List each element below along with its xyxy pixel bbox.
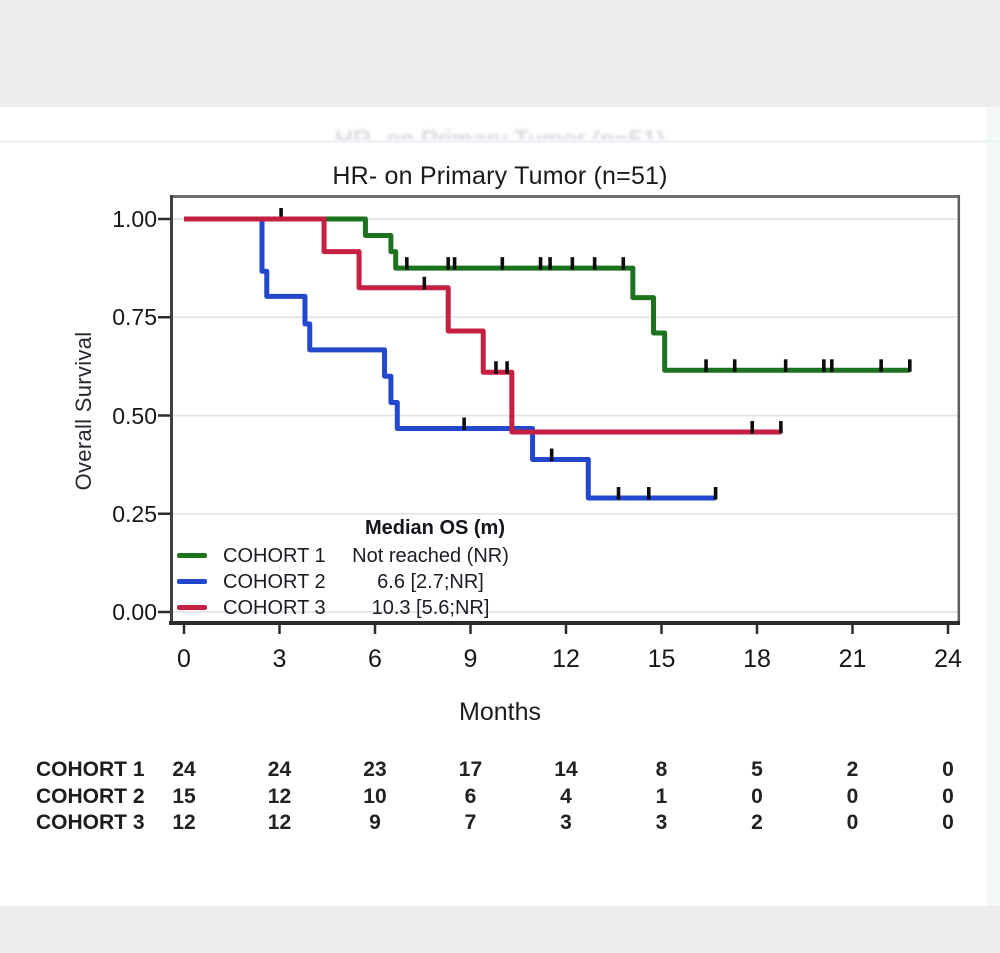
risk-count: 2 [846, 758, 859, 781]
legend-swatch [177, 553, 207, 558]
right-edge-strip [987, 107, 1000, 906]
x-tick-label: 12 [552, 645, 580, 673]
legend-cohort-label: COHORT 3 [223, 597, 326, 619]
risk-count: 17 [458, 758, 483, 781]
survival-curve-cohort-1 [184, 216, 910, 373]
ghost-title-fragment: HR- on Primary Tumor (n=51) [0, 127, 1000, 140]
legend-row: COHORT 1 Not reached (NR) [0, 545, 540, 567]
x-tick-label: 9 [463, 645, 478, 673]
risk-count: 0 [942, 785, 954, 808]
y-tick-label: 1.00 [112, 206, 157, 232]
x-tick-label: 15 [647, 645, 676, 673]
risk-count: 1 [655, 785, 668, 808]
survival-curve-cohort-3 [184, 216, 781, 435]
risk-count: 0 [846, 785, 859, 808]
y-tick-label: 0.50 [112, 402, 157, 429]
risk-row-label: COHORT 2 [36, 785, 145, 808]
risk-count: 6 [464, 785, 477, 808]
legend-row: COHORT 2 6.6 [2.7;NR] [0, 571, 540, 593]
risk-count: 3 [655, 811, 668, 834]
risk-count: 4 [560, 785, 572, 808]
risk-count: 3 [560, 811, 572, 834]
risk-row-label: COHORT 1 [36, 758, 145, 781]
risk-count: 7 [464, 811, 477, 834]
legend-header: Median OS (m) [364, 517, 505, 539]
risk-count: 9 [369, 811, 381, 834]
x-axis-label: Months [459, 698, 541, 726]
risk-count: 0 [942, 811, 954, 834]
risk-count: 15 [172, 785, 196, 808]
risk-count: 5 [751, 758, 763, 781]
risk-count: 0 [942, 758, 954, 781]
risk-count: 0 [751, 785, 763, 808]
x-tick-label: 24 [934, 645, 962, 673]
bottom-gray-band [0, 906, 1000, 953]
risk-count: 14 [554, 758, 578, 781]
legend-swatch [177, 605, 207, 610]
legend-median-value: 10.3 [5.6;NR] [371, 597, 490, 619]
x-tick-label: 6 [368, 645, 382, 673]
legend-row: COHORT 3 10.3 [5.6;NR] [0, 597, 540, 619]
x-tick-label: 3 [272, 645, 287, 673]
legend-cohort-label: COHORT 2 [223, 571, 326, 593]
risk-count: 24 [267, 758, 292, 781]
risk-row-label: COHORT 3 [36, 811, 145, 834]
risk-count: 12 [172, 811, 196, 834]
risk-count: 10 [363, 785, 387, 808]
risk-count: 0 [846, 811, 859, 834]
top-gray-band [0, 0, 1000, 107]
legend-median-value: 6.6 [2.7;NR] [377, 571, 484, 593]
y-axis-label: Overall Survival [71, 331, 96, 491]
risk-count: 12 [267, 785, 292, 808]
risk-count: 24 [172, 758, 196, 781]
y-tick-label: 0.25 [112, 500, 157, 527]
x-tick-label: 21 [838, 645, 867, 673]
y-tick-label: 0.00 [112, 599, 157, 625]
risk-count: 12 [267, 811, 292, 834]
legend-median-value: Not reached (NR) [352, 545, 509, 567]
chart-title: HR- on Primary Tumor (n=51) [332, 162, 668, 190]
separator-line [0, 140, 1000, 143]
legend-cohort-label: COHORT 1 [223, 545, 326, 567]
risk-count: 23 [363, 758, 387, 781]
risk-count: 2 [751, 811, 763, 834]
y-tick-label: 0.75 [112, 304, 157, 331]
survival-curve-cohort-2 [184, 216, 716, 501]
legend-swatch [177, 579, 207, 584]
risk-count: 8 [655, 758, 668, 781]
x-tick-label: 0 [177, 645, 191, 673]
x-tick-label: 18 [743, 645, 771, 673]
